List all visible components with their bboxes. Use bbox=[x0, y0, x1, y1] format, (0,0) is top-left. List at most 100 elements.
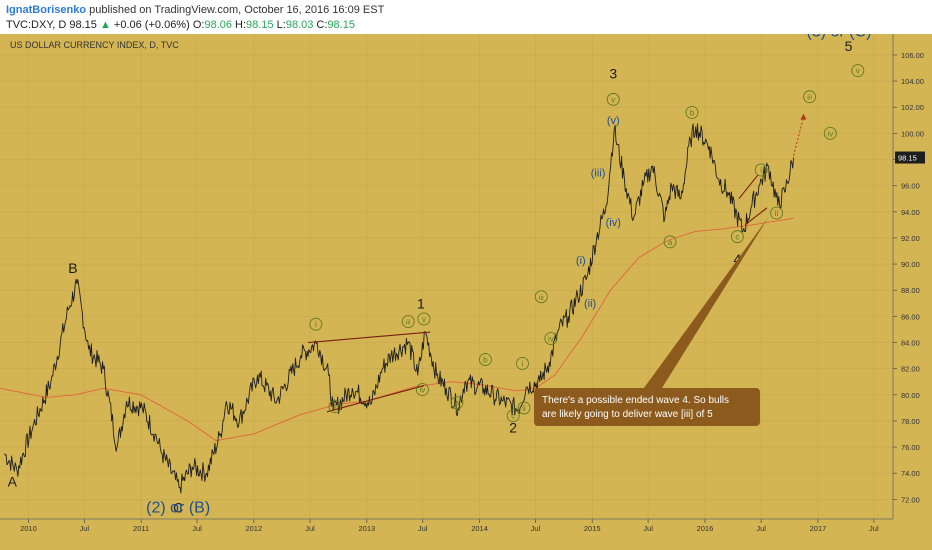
wave-circle-ring bbox=[328, 400, 342, 414]
y-tick-label: 94.00 bbox=[901, 208, 920, 217]
wave-circle: iii bbox=[401, 315, 415, 329]
y-tick-label: 82.00 bbox=[901, 365, 920, 374]
wave-circle-text: b bbox=[483, 356, 488, 365]
wave-label-5: 5 bbox=[845, 38, 853, 54]
y-tick-label: 92.00 bbox=[901, 234, 920, 243]
high-label: H: bbox=[235, 19, 247, 31]
wave-circle-text: iii bbox=[539, 295, 544, 302]
wave-circle-text: c bbox=[735, 233, 739, 242]
symbol-label: TVC:DXY, D bbox=[6, 19, 67, 31]
wave-circle-ring bbox=[401, 315, 415, 329]
wave-circle: iii bbox=[803, 90, 817, 104]
wave-label-2: 2 bbox=[509, 420, 517, 436]
x-tick-label: 2011 bbox=[133, 524, 149, 533]
chart-title: US DOLLAR CURRENCY INDEX, D, TVC bbox=[10, 40, 179, 50]
x-tick-label: 2010 bbox=[20, 524, 37, 533]
wave-circle-text: v bbox=[856, 67, 860, 76]
wave-circle-ring bbox=[417, 312, 431, 326]
x-tick-label: Jul bbox=[80, 524, 90, 533]
wave-circle: i bbox=[754, 163, 768, 177]
wave-circle: i bbox=[309, 317, 323, 331]
wave-circle: c bbox=[730, 230, 744, 244]
wave-label-blue: (iv) bbox=[606, 217, 621, 229]
wave-label-blue: (3) or (C) bbox=[807, 34, 872, 41]
wave-circle-text: v bbox=[611, 95, 615, 104]
high-value: 98.15 bbox=[246, 19, 274, 31]
wave-circle-ring bbox=[506, 409, 520, 423]
wave-circle-ring bbox=[478, 353, 492, 366]
wave-circle: a bbox=[663, 235, 677, 249]
wave-circle-ring bbox=[730, 230, 744, 244]
x-tick-label: 2017 bbox=[810, 524, 827, 533]
x-tick-label: Jul bbox=[418, 524, 428, 533]
wave-circle-text: iii bbox=[807, 95, 812, 102]
wave-circle-text: i bbox=[315, 320, 317, 329]
wave-circle: a bbox=[450, 396, 464, 410]
price-chart[interactable]: 72.00 74.00 76.00 78.00 80.00 82.00 84.00 86.00… bbox=[0, 34, 932, 550]
wave-circle: b bbox=[478, 353, 492, 366]
wave-circle-ring bbox=[534, 290, 548, 304]
wave-circle-text: i bbox=[522, 359, 524, 368]
y-tick-label: 90.00 bbox=[901, 260, 920, 269]
last-price: 98.15 bbox=[69, 19, 97, 31]
close-value: 98.15 bbox=[327, 19, 355, 31]
wave-label-A: A bbox=[8, 473, 18, 489]
x-tick-label: Jul bbox=[869, 524, 879, 533]
y-tick-label: 80.00 bbox=[901, 391, 920, 400]
wave-label-1: 1 bbox=[417, 296, 425, 312]
y-tick-label: 88.00 bbox=[901, 286, 920, 295]
x-tick-label: 2012 bbox=[245, 524, 262, 533]
x-tick-label: Jul bbox=[643, 524, 653, 533]
wave-circle-ring bbox=[663, 235, 677, 249]
low-label: L: bbox=[276, 19, 286, 31]
wave-label-blue: (i) bbox=[576, 255, 586, 267]
x-tick-label: Jul bbox=[305, 524, 315, 533]
price-line bbox=[3, 123, 795, 494]
wave-circle-ring bbox=[606, 92, 620, 106]
moving-average-line bbox=[0, 217, 794, 442]
wave-circle-ring bbox=[309, 317, 323, 331]
wave-circle-ring bbox=[544, 332, 558, 346]
wave-circle: ii bbox=[328, 400, 342, 414]
y-tick-label: 104.00 bbox=[901, 77, 924, 86]
change-value: +0.06 (+0.06%) bbox=[113, 19, 190, 31]
last-price-label: 98.15 bbox=[898, 154, 917, 163]
wave-circle-text: ii bbox=[522, 404, 526, 413]
wave-label-blue: (2) or (B) bbox=[146, 499, 210, 516]
wave-circle-text: i bbox=[760, 166, 762, 175]
wave-circle-ring bbox=[803, 90, 817, 104]
last-price-box bbox=[895, 151, 925, 164]
publish-info: IgnatBorisenko published on TradingView.… bbox=[6, 4, 384, 16]
trendline-2016-upper bbox=[738, 174, 759, 200]
wave-circle: b bbox=[685, 105, 699, 119]
wave-circle-text: a bbox=[455, 399, 460, 408]
y-tick-label: 84.00 bbox=[901, 339, 920, 348]
wave-label-blue: (iii) bbox=[591, 167, 606, 179]
wave-label-4: 4 bbox=[733, 251, 741, 267]
wave-label-blue: (ii) bbox=[584, 298, 596, 310]
x-tick-label: 2013 bbox=[358, 524, 375, 533]
open-value: 98.06 bbox=[204, 19, 232, 31]
projection-arrow-icon bbox=[800, 113, 807, 120]
y-tick-label: 76.00 bbox=[901, 443, 920, 452]
wave-circle-text: iv bbox=[548, 335, 554, 344]
wave-circle: v bbox=[606, 92, 620, 106]
x-tick-label: Jul bbox=[531, 524, 541, 533]
wave-circle-text: ii bbox=[775, 209, 779, 218]
trendline-2016-lower bbox=[744, 207, 768, 226]
callout-box bbox=[534, 388, 760, 426]
trendline-upper-2012 bbox=[308, 331, 431, 344]
wave-circle-ring bbox=[415, 383, 429, 397]
wave-circle: iii bbox=[534, 290, 548, 304]
y-tick-label: 86.00 bbox=[901, 312, 920, 321]
wave-circle: c bbox=[506, 409, 520, 423]
projection-line bbox=[793, 117, 804, 156]
wave-circle-ring bbox=[450, 396, 464, 410]
x-tick-label: Jul bbox=[192, 524, 202, 533]
wave-circle: iv bbox=[415, 383, 429, 397]
author-link[interactable]: IgnatBorisenko bbox=[6, 4, 87, 16]
x-tick-label: 2016 bbox=[697, 524, 714, 533]
y-tick-label: 74.00 bbox=[901, 469, 920, 478]
wave-circle-text: iv bbox=[827, 129, 833, 138]
wave-label-3: 3 bbox=[609, 65, 617, 81]
